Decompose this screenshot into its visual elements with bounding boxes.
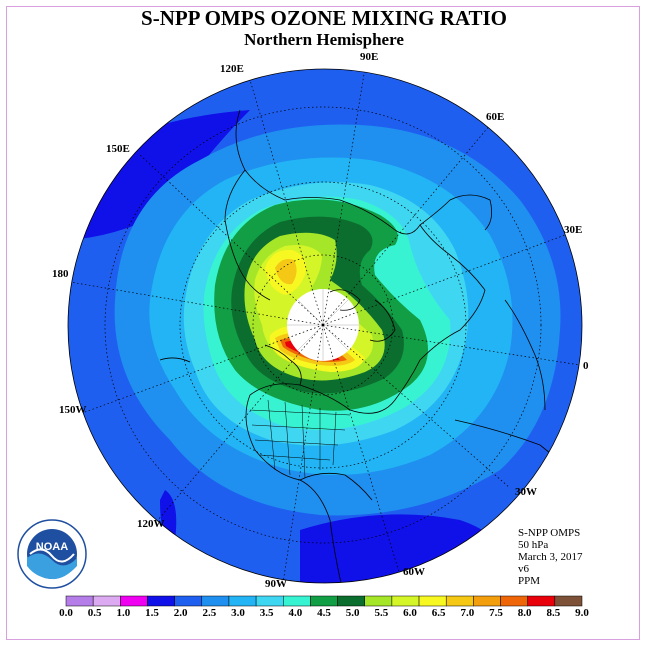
colorbar-label: 6.5 [431, 607, 446, 619]
colorbar-label: 7.0 [460, 607, 475, 619]
colorbar-box [92, 595, 121, 607]
colorbar-label: 1.5 [145, 607, 159, 619]
us-grid [249, 399, 351, 479]
colorbar-box [255, 595, 284, 607]
colorbar-label: 4.5 [317, 607, 331, 619]
colorbar-box [283, 595, 311, 607]
colorbar-label: 2.5 [202, 607, 217, 619]
colorbar-label: 7.5 [489, 607, 503, 619]
colorbar-label: 1.0 [116, 607, 131, 619]
lon-label-120w: 120W [137, 518, 165, 530]
colorbar-box [527, 595, 556, 607]
info-pressure-level: 50 hPa [518, 539, 549, 551]
colorbar-label: 8.0 [517, 607, 532, 619]
page-subtitle: Northern Hemisphere [244, 30, 404, 49]
lon-label-30e: 30E [564, 224, 583, 236]
colorbar-box [201, 595, 230, 607]
lon-label-60w: 60W [403, 566, 425, 578]
colorbar-label: 5.5 [374, 607, 389, 619]
colorbar-box [500, 595, 528, 607]
lon-label-120e: 120E [220, 63, 244, 75]
coastlines [159, 109, 576, 583]
colorbar-box [228, 595, 257, 607]
info-date: March 3, 2017 [518, 551, 583, 563]
colorbar-box [364, 595, 393, 607]
latitude-circles [104, 106, 542, 544]
colorbar-box [120, 595, 148, 607]
lon-label-90e: 90E [360, 51, 379, 63]
field-tropical-pacific [68, 110, 250, 240]
lon-label-150e: 150E [106, 143, 130, 155]
page-title: S-NPP OMPS OZONE MIXING RATIO [141, 6, 507, 30]
logo-lettering: NOAA [36, 541, 68, 553]
colorbar-label: 0.5 [87, 607, 102, 619]
colorbar-label: 6.0 [403, 607, 417, 619]
colorbar-box [391, 595, 420, 607]
colorbar-box [174, 595, 203, 607]
info-block: S-NPP OMPS 50 hPa March 3, 2017 v6 PPM [518, 527, 582, 587]
colorbar-box [337, 595, 365, 607]
colorbar-box [445, 595, 474, 607]
lon-label-180: 180 [52, 268, 69, 280]
page-frame [6, 6, 640, 640]
info-version: v6 [518, 563, 529, 575]
colorbar-label: 2.0 [173, 607, 188, 619]
lon-label-90w: 90W [265, 578, 287, 590]
colorbar-box [147, 595, 175, 607]
noaa-logo: NOAA [17, 519, 87, 589]
colorbar-label: 5.0 [345, 607, 360, 619]
field-7.0-siberia [275, 259, 297, 285]
info-instrument: S-NPP OMPS [518, 527, 581, 539]
lon-label-150w: 150W [59, 404, 87, 416]
colorbar-box [473, 595, 501, 607]
colorbar-label: 9.0 [575, 607, 589, 619]
colorbar-label: 4.0 [288, 607, 303, 619]
info-units: PPM [518, 575, 541, 587]
lon-label-60e: 60E [486, 111, 505, 123]
ozone-field [68, 69, 582, 583]
colorbar-label: 3.0 [231, 607, 245, 619]
colorbar-label: 3.5 [259, 607, 274, 619]
colorbar-boxes [65, 595, 583, 607]
lon-label-0: 0 [583, 360, 589, 372]
meridians [69, 69, 581, 583]
map-border [67, 68, 583, 584]
lon-label-30w: 30W [515, 486, 537, 498]
colorbar-label: 0.0 [59, 607, 73, 619]
colorbar-box [418, 595, 447, 607]
colorbar-box [65, 595, 94, 607]
colorbar-box [554, 595, 583, 607]
colorbar-box [310, 595, 338, 607]
colorbar-label: 8.5 [546, 607, 561, 619]
